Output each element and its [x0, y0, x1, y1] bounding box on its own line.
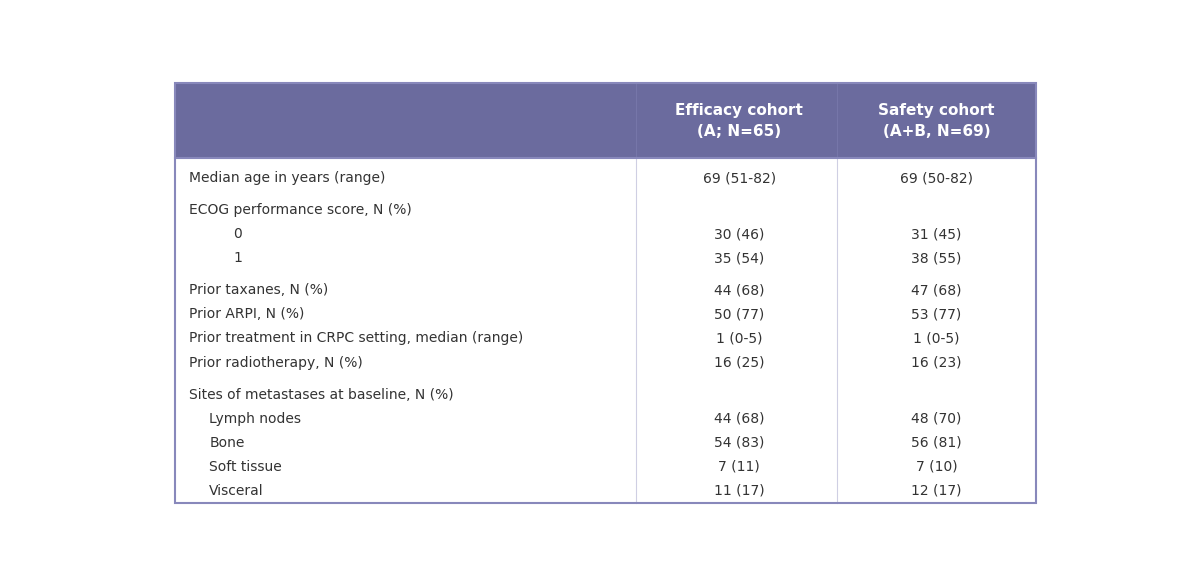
Text: 30 (46): 30 (46) — [714, 227, 765, 241]
Text: Efficacy cohort
(A; N=65): Efficacy cohort (A; N=65) — [675, 103, 804, 139]
Text: Prior treatment in CRPC setting, median (range): Prior treatment in CRPC setting, median … — [189, 331, 524, 346]
Bar — [175, 158, 1037, 503]
Bar — [175, 83, 1037, 158]
Text: 1 (0-5): 1 (0-5) — [914, 331, 960, 346]
Text: 1 (0-5): 1 (0-5) — [716, 331, 762, 346]
Text: Prior ARPI, N (%): Prior ARPI, N (%) — [189, 307, 304, 321]
Text: Prior radiotherapy, N (%): Prior radiotherapy, N (%) — [189, 356, 363, 369]
Text: 50 (77): 50 (77) — [714, 307, 765, 321]
Text: 53 (77): 53 (77) — [911, 307, 962, 321]
Text: 7 (10): 7 (10) — [916, 460, 957, 474]
Text: 31 (45): 31 (45) — [911, 227, 962, 241]
Text: Lymph nodes: Lymph nodes — [209, 412, 301, 426]
Text: ECOG performance score, N (%): ECOG performance score, N (%) — [189, 203, 411, 217]
Text: 44 (68): 44 (68) — [714, 412, 765, 426]
Text: Soft tissue: Soft tissue — [209, 460, 281, 474]
Text: 16 (23): 16 (23) — [911, 356, 962, 369]
Text: 35 (54): 35 (54) — [714, 251, 765, 265]
Text: Sites of metastases at baseline, N (%): Sites of metastases at baseline, N (%) — [189, 387, 454, 401]
Text: Prior taxanes, N (%): Prior taxanes, N (%) — [189, 284, 329, 298]
Text: 54 (83): 54 (83) — [714, 436, 765, 450]
Text: 7 (11): 7 (11) — [719, 460, 760, 474]
Text: 12 (17): 12 (17) — [911, 484, 962, 498]
Text: 48 (70): 48 (70) — [911, 412, 962, 426]
Text: 69 (50-82): 69 (50-82) — [900, 171, 973, 185]
Text: 0: 0 — [233, 227, 241, 241]
Text: 16 (25): 16 (25) — [714, 356, 765, 369]
Text: 11 (17): 11 (17) — [714, 484, 765, 498]
Text: Safety cohort
(A+B, N=69): Safety cohort (A+B, N=69) — [878, 103, 995, 139]
Text: 56 (81): 56 (81) — [911, 436, 962, 450]
Text: Bone: Bone — [209, 436, 245, 450]
Text: Median age in years (range): Median age in years (range) — [189, 171, 385, 185]
Text: 47 (68): 47 (68) — [911, 284, 962, 298]
Text: 1: 1 — [233, 251, 242, 265]
Text: 44 (68): 44 (68) — [714, 284, 765, 298]
Text: 38 (55): 38 (55) — [911, 251, 962, 265]
Text: Visceral: Visceral — [209, 484, 264, 498]
Text: 69 (51-82): 69 (51-82) — [702, 171, 775, 185]
